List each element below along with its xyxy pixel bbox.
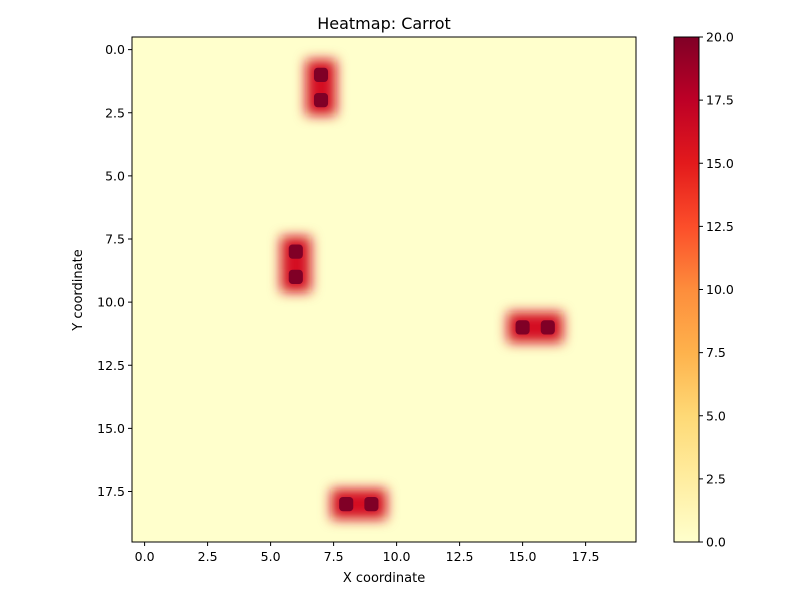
x-axis-label: X coordinate bbox=[343, 571, 425, 586]
colorbar-tick-label: 15.0 bbox=[706, 156, 734, 171]
heatmap-cell bbox=[313, 93, 329, 108]
y-tick-label: 5.0 bbox=[105, 168, 125, 183]
y-tick-label: 15.0 bbox=[97, 421, 125, 436]
colorbar-tick-label: 17.5 bbox=[706, 93, 734, 108]
heatmap-cell bbox=[364, 497, 379, 512]
heatmap-cell bbox=[288, 244, 303, 259]
heatmap-cell bbox=[288, 269, 303, 284]
x-tick-label: 2.5 bbox=[198, 549, 218, 564]
colorbar-tick-label: 5.0 bbox=[706, 408, 726, 423]
y-tick-label: 0.0 bbox=[105, 42, 125, 57]
x-tick-label: 7.5 bbox=[324, 549, 344, 564]
x-tick-label: 10.0 bbox=[383, 549, 411, 564]
heatmap-background bbox=[132, 37, 636, 542]
heatmap-cell bbox=[515, 320, 530, 335]
colorbar-gradient bbox=[674, 37, 699, 542]
x-tick-label: 5.0 bbox=[261, 549, 281, 564]
colorbar: 0.0 2.5 5.0 7.5 10.0 12.5 15.0 17.5 20.0 bbox=[673, 30, 734, 550]
y-tick-label: 10.0 bbox=[97, 295, 125, 310]
heatmap-cell bbox=[540, 320, 555, 335]
chart-title: Heatmap: Carrot bbox=[317, 14, 451, 33]
y-tick-label: 17.5 bbox=[97, 484, 125, 499]
x-tick-label: 17.5 bbox=[572, 549, 600, 564]
colorbar-tick-label: 10.0 bbox=[706, 282, 734, 297]
y-tick-label: 12.5 bbox=[97, 358, 125, 373]
x-axis: 0.0 2.5 5.0 7.5 10.0 12.5 15.0 17.5 bbox=[135, 542, 600, 564]
plot-frame bbox=[131, 36, 637, 543]
y-axis-label: Y coordinate bbox=[71, 249, 86, 331]
colorbar-tick-label: 7.5 bbox=[706, 345, 726, 360]
y-tick-label: 7.5 bbox=[105, 232, 125, 247]
x-tick-label: 12.5 bbox=[446, 549, 474, 564]
heatmap-core bbox=[288, 67, 555, 512]
x-tick-label: 0.0 bbox=[135, 549, 155, 564]
heatmap-cells bbox=[280, 59, 563, 520]
heatmap-cell bbox=[313, 67, 329, 82]
colorbar-tick-label: 12.5 bbox=[706, 219, 734, 234]
heatmap-cell bbox=[339, 497, 354, 512]
colorbar-tick-label: 2.5 bbox=[706, 471, 726, 486]
plot-area bbox=[131, 36, 637, 543]
y-tick-label: 2.5 bbox=[105, 105, 125, 120]
colorbar-tick-label: 20.0 bbox=[706, 30, 734, 45]
y-axis: 0.0 2.5 5.0 7.5 10.0 12.5 15.0 17.5 bbox=[97, 42, 132, 499]
colorbar-tick-label: 0.0 bbox=[706, 535, 726, 550]
x-tick-label: 15.0 bbox=[509, 549, 537, 564]
colorbar-ticks: 0.0 2.5 5.0 7.5 10.0 12.5 15.0 17.5 20.0 bbox=[699, 30, 734, 550]
